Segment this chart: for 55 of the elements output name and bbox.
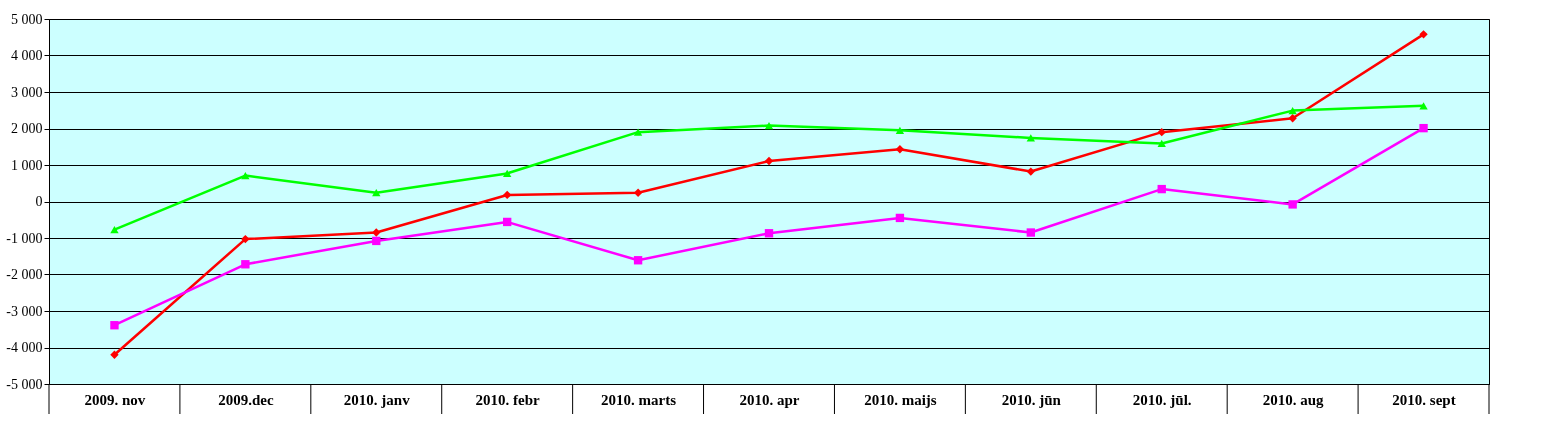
point [1026, 167, 1035, 176]
x-tick-label: 2010. jūn [1001, 391, 1062, 408]
x-tick-label: 2009.dec [218, 391, 274, 408]
point [764, 229, 774, 238]
point [1288, 106, 1297, 115]
point [1157, 127, 1166, 137]
point [110, 225, 119, 234]
x-tick-label: 2010. jūl. [1132, 391, 1192, 408]
point [1288, 200, 1297, 209]
point [1026, 134, 1035, 142]
point [372, 228, 381, 237]
point [372, 189, 381, 197]
y-tick-label: -5 000 [6, 376, 43, 392]
x-tick-label: 2010. sept [1392, 391, 1456, 408]
y-tick-label: -1 000 [6, 230, 43, 246]
point [503, 169, 512, 178]
point [633, 256, 643, 265]
point [1419, 123, 1428, 133]
point [764, 121, 774, 130]
x-tick-label: 2010. febr [475, 391, 541, 408]
y-tick-label: -4 000 [6, 340, 43, 355]
x-tick-label: 2010. janv [343, 391, 411, 408]
y-tick-label: -3 000 [6, 303, 43, 319]
point [1288, 114, 1297, 123]
point [372, 236, 381, 246]
y-tick-label: 0 [35, 194, 43, 209]
point [895, 213, 905, 223]
x-tick-label: 2010. marts [601, 391, 677, 408]
point [633, 188, 643, 197]
point [503, 190, 512, 200]
point [241, 171, 250, 180]
point [1026, 228, 1035, 237]
y-tick-label: 5 000 [11, 11, 43, 27]
point [110, 321, 119, 330]
point [1419, 30, 1428, 39]
y-tick-label: 4 000 [11, 48, 43, 63]
point [110, 350, 119, 359]
point [241, 234, 250, 244]
point [1157, 184, 1166, 194]
point [241, 260, 250, 269]
point [1157, 139, 1166, 148]
point [895, 145, 905, 154]
point [503, 217, 512, 227]
point [1419, 102, 1428, 110]
x-tick-label: 2010. maijs [864, 391, 937, 408]
x-tick-label: 2010. apr [739, 391, 800, 408]
y-tick-label: 1 000 [11, 157, 43, 173]
point [764, 156, 774, 166]
x-tick-label: 2009. nov [84, 391, 146, 408]
y-tick-label: 3 000 [11, 84, 43, 100]
x-tick-label: 2010. aug [1262, 391, 1325, 408]
y-tick-label: -2 000 [6, 267, 43, 282]
point [895, 126, 905, 134]
y-tick-label: 2 000 [11, 121, 43, 136]
point [633, 128, 643, 136]
